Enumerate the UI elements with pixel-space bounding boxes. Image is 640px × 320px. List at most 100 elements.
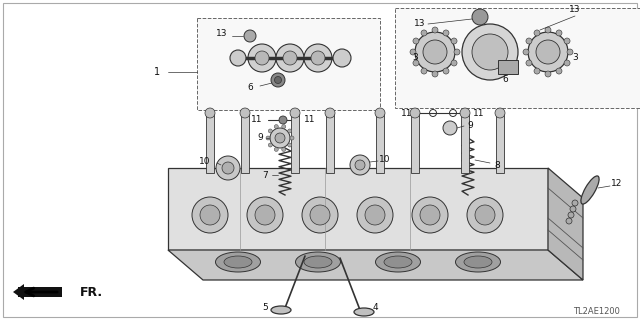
Circle shape bbox=[271, 73, 285, 87]
Circle shape bbox=[333, 49, 351, 67]
Circle shape bbox=[462, 24, 518, 80]
Bar bbox=[411, 113, 419, 173]
Circle shape bbox=[412, 197, 448, 233]
Circle shape bbox=[460, 108, 470, 118]
Circle shape bbox=[255, 205, 275, 225]
Bar bbox=[241, 113, 249, 173]
Polygon shape bbox=[13, 284, 24, 300]
Bar bbox=[291, 113, 299, 173]
Text: 10: 10 bbox=[380, 156, 391, 164]
Circle shape bbox=[570, 206, 576, 212]
Circle shape bbox=[216, 156, 240, 180]
Circle shape bbox=[302, 197, 338, 233]
Bar bbox=[395, 8, 640, 108]
Text: 11: 11 bbox=[473, 108, 484, 117]
Circle shape bbox=[365, 205, 385, 225]
Circle shape bbox=[255, 51, 269, 65]
Circle shape bbox=[545, 27, 551, 33]
Text: 7: 7 bbox=[262, 171, 268, 180]
Circle shape bbox=[413, 60, 419, 66]
Circle shape bbox=[244, 30, 256, 42]
Circle shape bbox=[432, 71, 438, 77]
Circle shape bbox=[526, 60, 532, 66]
Circle shape bbox=[526, 38, 532, 44]
Circle shape bbox=[413, 38, 419, 44]
Circle shape bbox=[467, 197, 503, 233]
Circle shape bbox=[325, 108, 335, 118]
Circle shape bbox=[432, 27, 438, 33]
Circle shape bbox=[536, 40, 560, 64]
Circle shape bbox=[290, 136, 294, 140]
Circle shape bbox=[451, 38, 457, 44]
Circle shape bbox=[222, 162, 234, 174]
Text: FR.: FR. bbox=[80, 285, 103, 299]
Circle shape bbox=[279, 116, 287, 124]
Ellipse shape bbox=[376, 252, 420, 272]
Ellipse shape bbox=[304, 256, 332, 268]
Circle shape bbox=[268, 143, 272, 147]
Text: 9: 9 bbox=[257, 133, 263, 142]
Circle shape bbox=[556, 68, 562, 74]
Ellipse shape bbox=[581, 176, 599, 204]
Circle shape bbox=[275, 148, 278, 151]
Ellipse shape bbox=[271, 306, 291, 314]
Circle shape bbox=[472, 34, 508, 70]
Circle shape bbox=[268, 129, 272, 133]
Text: TL2AE1200: TL2AE1200 bbox=[573, 307, 620, 316]
Circle shape bbox=[375, 108, 385, 118]
Circle shape bbox=[568, 212, 574, 218]
Circle shape bbox=[247, 197, 283, 233]
Text: 9: 9 bbox=[467, 121, 473, 130]
Circle shape bbox=[421, 30, 427, 36]
Circle shape bbox=[248, 44, 276, 72]
Text: 5: 5 bbox=[262, 303, 268, 313]
Circle shape bbox=[275, 133, 285, 143]
Circle shape bbox=[443, 68, 449, 74]
Circle shape bbox=[564, 38, 570, 44]
Circle shape bbox=[205, 108, 215, 118]
Circle shape bbox=[423, 40, 447, 64]
Bar bbox=[197, 18, 380, 110]
Circle shape bbox=[310, 205, 330, 225]
Circle shape bbox=[410, 49, 416, 55]
Circle shape bbox=[534, 30, 540, 36]
Ellipse shape bbox=[464, 256, 492, 268]
Text: 13: 13 bbox=[569, 5, 580, 14]
Text: 4: 4 bbox=[372, 303, 378, 313]
Text: 10: 10 bbox=[199, 157, 211, 166]
Circle shape bbox=[270, 128, 290, 148]
Ellipse shape bbox=[296, 252, 340, 272]
Circle shape bbox=[443, 121, 457, 135]
Circle shape bbox=[200, 205, 220, 225]
Text: 11: 11 bbox=[304, 116, 316, 124]
Text: 12: 12 bbox=[611, 179, 623, 188]
Circle shape bbox=[266, 136, 270, 140]
Text: 11: 11 bbox=[401, 108, 413, 117]
Circle shape bbox=[283, 51, 297, 65]
Bar bbox=[461, 113, 469, 173]
Ellipse shape bbox=[224, 256, 252, 268]
Text: 3: 3 bbox=[412, 52, 418, 61]
Polygon shape bbox=[18, 287, 62, 297]
Circle shape bbox=[523, 49, 529, 55]
Circle shape bbox=[421, 68, 427, 74]
Text: 11: 11 bbox=[252, 116, 263, 124]
Text: 8: 8 bbox=[494, 161, 500, 170]
Circle shape bbox=[567, 49, 573, 55]
Circle shape bbox=[275, 76, 282, 84]
Circle shape bbox=[564, 60, 570, 66]
Circle shape bbox=[288, 143, 292, 147]
Circle shape bbox=[545, 71, 551, 77]
Circle shape bbox=[443, 30, 449, 36]
Bar bbox=[498, 60, 518, 74]
Circle shape bbox=[451, 60, 457, 66]
Circle shape bbox=[311, 51, 325, 65]
Circle shape bbox=[495, 108, 505, 118]
Bar bbox=[376, 113, 384, 173]
Text: 3: 3 bbox=[572, 52, 578, 61]
Circle shape bbox=[572, 200, 578, 206]
Circle shape bbox=[472, 9, 488, 25]
Text: 13: 13 bbox=[216, 29, 228, 38]
Polygon shape bbox=[168, 168, 548, 250]
Circle shape bbox=[355, 160, 365, 170]
